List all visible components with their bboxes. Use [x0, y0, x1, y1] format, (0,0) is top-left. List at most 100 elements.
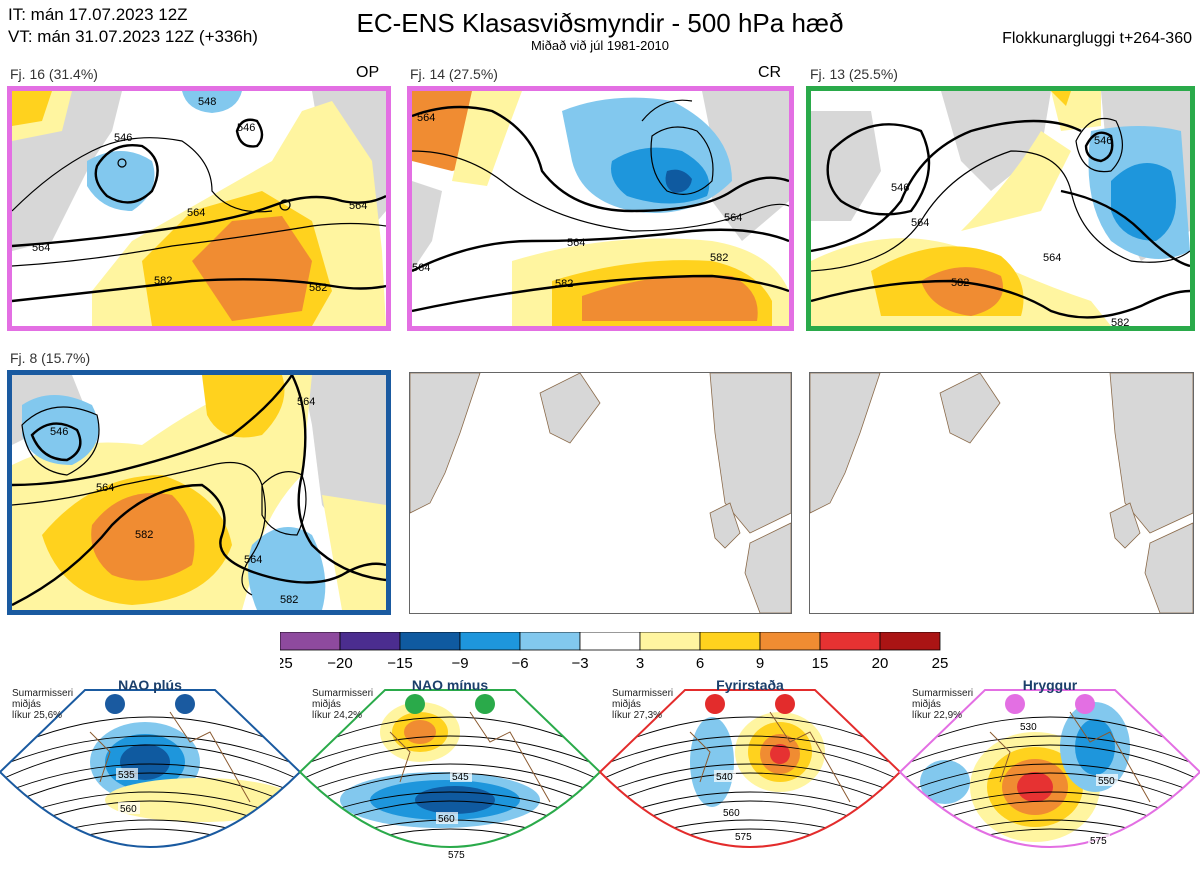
regime-contour-label: 575 — [735, 832, 752, 843]
valid-time: VT: mán 31.07.2023 12Z (+336h) — [8, 27, 258, 46]
regime-title: NAO plús — [118, 677, 182, 693]
anom-blue-2 — [248, 527, 326, 610]
colorbar-tick-label: −6 — [511, 655, 528, 672]
contour-label: 546 — [114, 132, 132, 144]
regime-contour — [900, 828, 1200, 847]
colorbar-tick-label: −20 — [327, 655, 352, 672]
colorbar-swatch — [639, 631, 701, 651]
colorbar-swatch — [759, 631, 821, 651]
land-uk — [1109, 502, 1141, 549]
regime-note: líkur 27,3% — [612, 710, 662, 721]
regime-contour-label: 560 — [120, 804, 137, 815]
regime-dot — [105, 694, 125, 714]
regime-contour — [0, 744, 300, 781]
regime-note: miðjás — [312, 698, 341, 710]
cluster-map-3: 546 546 564 564 582 582 — [806, 86, 1195, 331]
regime-dot — [405, 694, 425, 714]
regime-contour-label: 535 — [118, 770, 135, 781]
contour-label: 564 — [96, 482, 114, 494]
anomaly-blob — [415, 786, 495, 814]
regime-contour-label: 560 — [723, 808, 740, 819]
contour-label: 582 — [135, 529, 153, 541]
coastline — [389, 711, 551, 803]
regime-contour — [900, 763, 1200, 795]
chart-title: EC-ENS Klasasviðsmyndir - 500 hPa hæð — [356, 8, 844, 38]
panel-4-label: Fj. 8 (15.7%) — [10, 350, 91, 366]
panel-3-label: Fj. 13 (25.5%) — [810, 66, 898, 82]
cluster-map-2-svg: 564 564 564 564 582 582 — [412, 91, 789, 326]
regime-note: Sumarmisseri — [12, 688, 73, 699]
colorbar-tick-label: −9 — [451, 655, 468, 672]
regime-row: NAO plús Sumarmisseri miðjás líkur 25,6% 535… — [0, 672, 1200, 876]
anom-blue-3 — [665, 169, 692, 193]
regime-contour — [900, 772, 1200, 809]
anom-blue-2 — [182, 91, 242, 113]
contour-label: 564 — [187, 207, 205, 219]
regime-note: miðjás — [12, 698, 41, 710]
regime-contour — [300, 744, 600, 781]
regime-contour-label: 545 — [452, 772, 469, 783]
regime-note: líkur 22,9% — [912, 710, 962, 721]
contour-label: 564 — [32, 242, 50, 254]
chart-subtitle: Miðað við júl 1981-2010 — [530, 38, 670, 53]
regime-contour — [0, 735, 300, 767]
regime-dot — [475, 694, 495, 714]
contour-label: 564 — [349, 200, 367, 212]
anomaly-blob — [1075, 719, 1115, 775]
contour-label: 564 — [911, 217, 929, 229]
regime-contour — [300, 716, 600, 753]
contour-label: 564 — [567, 237, 585, 249]
anomaly-blob — [1015, 850, 1045, 860]
land-europe — [744, 522, 791, 613]
regime-sector-outline — [898, 689, 1200, 848]
contour-label: 564 — [297, 396, 315, 408]
land-europe — [1144, 522, 1193, 613]
coastline — [689, 711, 851, 803]
land-greenland — [412, 181, 442, 271]
regime-sector-outline — [598, 689, 902, 848]
anom-yellow-2 — [322, 495, 386, 610]
colorbar-tick-label: 3 — [636, 655, 644, 672]
contour-label: 564 — [724, 212, 742, 224]
regime-sector-outline — [298, 689, 602, 848]
regime-sector-outline — [0, 689, 302, 848]
contour-label: 564 — [417, 112, 435, 124]
regime-note: líkur 24,2% — [312, 710, 362, 721]
empty-map-6 — [809, 372, 1194, 614]
regime-contour — [900, 735, 1200, 767]
colorbar-tick-label: 9 — [756, 655, 764, 672]
contour-label: 582 — [154, 275, 172, 287]
contour-label: 564 — [244, 554, 262, 566]
colorbar: −25 −20 −15 −9 −6 −3 3 6 9 15 20 25 — [267, 631, 970, 677]
regime-note: Sumarmisseri — [312, 688, 373, 699]
anom-orange-2 — [91, 493, 195, 581]
colorbar-tick-label: 15 — [812, 655, 829, 672]
anom-orange-3 — [582, 275, 758, 321]
colorbar-swatch — [399, 631, 461, 651]
regime-contour — [600, 735, 900, 767]
colorbar-tick-label: −15 — [387, 655, 412, 672]
regime-contour — [300, 735, 600, 767]
panel-2-tag: CR — [758, 64, 782, 81]
empty-map-5 — [409, 372, 792, 614]
anomaly-blob — [920, 760, 970, 804]
contour-label: 546 — [1094, 135, 1112, 147]
colorbar-tick-label: −3 — [571, 655, 588, 672]
anom-blue-2 — [1111, 163, 1176, 241]
regime-contour — [600, 772, 900, 809]
land-scandinavia — [941, 91, 1051, 191]
land-scandinavia — [702, 91, 789, 241]
contour-label: 582 — [309, 282, 327, 294]
contour-label: 582 — [951, 277, 969, 289]
contour-label: 582 — [280, 594, 298, 606]
regime-contour — [600, 763, 900, 795]
regime-contour — [0, 763, 300, 795]
cluster-map-4-svg: 546 564 564 564 582 582 — [12, 375, 386, 610]
colorbar-swatch — [339, 631, 401, 651]
regime-contour — [600, 716, 900, 753]
anom-orange-3 — [202, 375, 285, 438]
cluster-map-1-svg: 546 546 564 564 564 582 582 548 — [12, 91, 386, 326]
